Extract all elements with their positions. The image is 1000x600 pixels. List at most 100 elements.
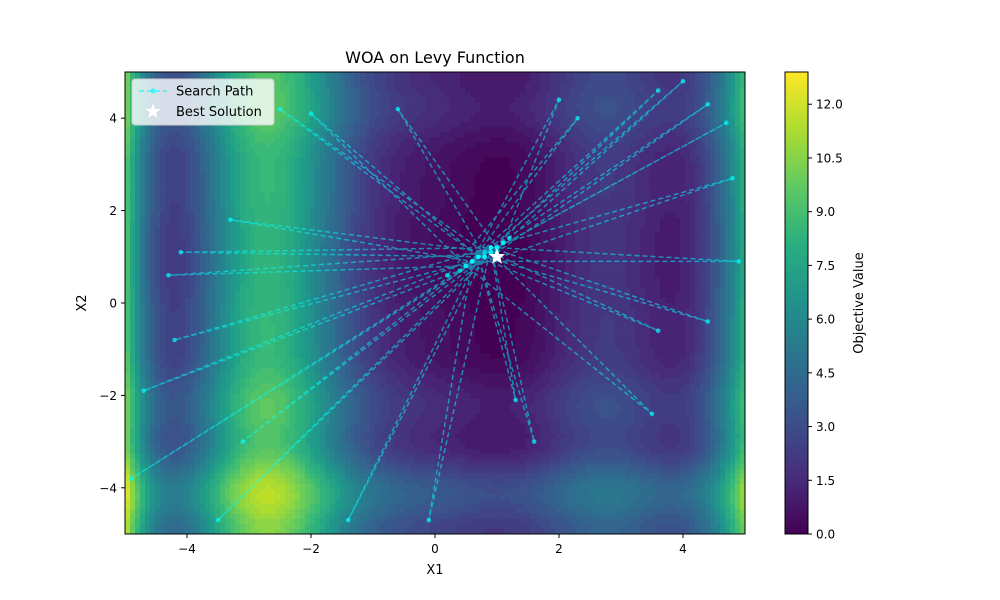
contour-cell [340,242,346,249]
contour-cell [275,272,281,279]
contour-cell [740,237,745,244]
contour-cell [210,272,216,279]
contour-cell [370,97,376,103]
contour-cell [380,197,386,204]
contour-cell [165,137,171,143]
contour-cell [430,252,436,259]
contour-cell [600,232,606,239]
contour-cell [610,172,616,179]
contour-cell [470,252,476,259]
contour-cell [480,222,486,229]
contour-cell [665,117,671,123]
contour-cell [195,152,201,158]
contour-cell [380,82,386,88]
contour-cell [425,72,431,78]
contour-cell [510,177,516,184]
contour-cell [265,272,271,279]
contour-cell [375,187,381,194]
contour-cell [470,162,476,169]
contour-cell [500,187,506,194]
contour-cell [405,187,411,194]
contour-cell [280,127,286,133]
contour-cell [420,72,426,78]
contour-cell [315,257,321,264]
contour-cell [605,207,611,214]
contour-cell [320,97,326,103]
contour-cell [380,187,386,194]
contour-cell [585,212,591,219]
contour-cell [600,132,606,138]
contour-cell [295,202,301,209]
contour-cell [180,262,186,269]
contour-cell [595,192,601,199]
contour-cell [480,142,486,148]
contour-cell [350,177,356,184]
contour-cell [460,122,466,128]
contour-cell [205,247,211,254]
contour-cell [315,122,321,128]
contour-cell [625,147,631,153]
contour-cell [515,252,521,259]
contour-cell [700,162,706,169]
contour-cell [240,177,246,184]
contour-cell [670,97,676,103]
contour-cell [715,147,721,153]
contour-cell [230,142,236,148]
contour-cell [725,82,731,88]
contour-cell [705,132,711,138]
contour-cell [385,137,391,143]
contour-cell [375,92,381,98]
contour-cell [715,252,721,259]
contour-cell [545,157,551,163]
contour-cell [450,267,456,274]
contour-cell [505,132,511,138]
contour-cell [485,82,491,88]
contour-cell [580,227,586,234]
contour-cell [740,222,745,229]
contour-cell [570,212,576,219]
contour-cell [330,252,336,259]
contour-cell [715,157,721,163]
contour-cell [660,207,666,214]
contour-cell [425,247,431,254]
contour-cell [235,157,241,163]
contour-cell [465,182,471,189]
contour-cell [630,237,636,244]
contour-cell [280,77,286,83]
contour-cell [200,242,206,249]
contour-cell [425,197,431,204]
contour-cell [610,92,616,98]
contour-cell [680,267,686,274]
contour-cell [720,207,726,214]
contour-cell [720,227,726,234]
contour-cell [655,122,661,128]
contour-cell [245,242,251,249]
contour-cell [390,182,396,189]
contour-cell [330,172,336,179]
contour-cell [210,242,216,249]
contour-cell [205,182,211,189]
contour-cell [125,87,131,93]
contour-cell [560,137,566,143]
contour-cell [685,267,691,274]
contour-cell [465,137,471,143]
contour-cell [625,102,631,108]
contour-cell [480,102,486,108]
contour-cell [320,262,326,269]
contour-cell [265,192,271,199]
contour-cell [660,197,666,204]
contour-cell [145,192,151,199]
contour-cell [385,242,391,249]
contour-cell [725,202,731,209]
contour-cell [160,182,166,189]
contour-cell [630,242,636,249]
contour-cell [645,167,651,174]
contour-cell [560,157,566,163]
contour-cell [500,127,506,133]
contour-cell [380,102,386,108]
contour-cell [585,97,591,103]
contour-cell [245,142,251,148]
contour-cell [485,182,491,189]
contour-cell [685,142,691,148]
